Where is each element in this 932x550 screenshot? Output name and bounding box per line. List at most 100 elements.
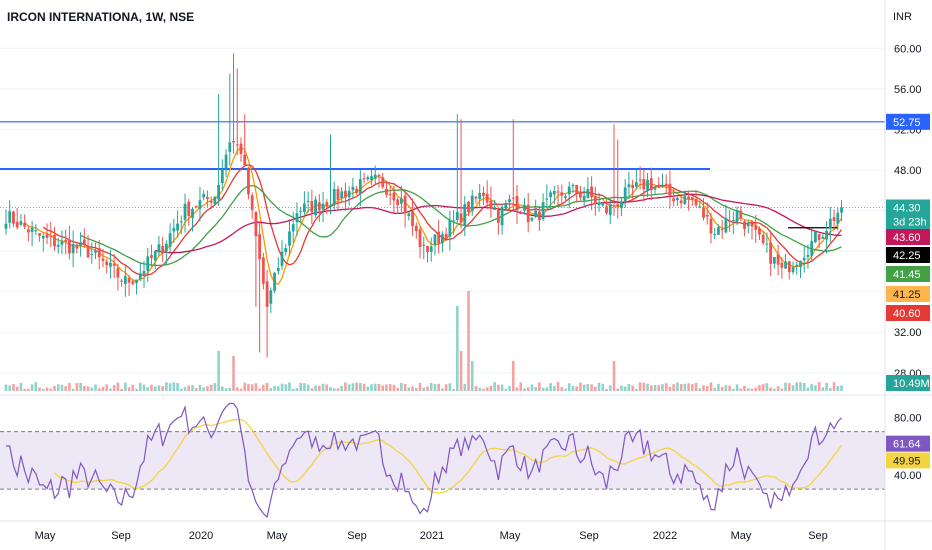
volume-bar <box>362 383 366 391</box>
candle-body <box>4 223 8 229</box>
candle-body <box>187 201 191 216</box>
horizontal-levels[interactable] <box>0 121 885 208</box>
candle-body <box>657 184 661 188</box>
candle-body <box>713 234 717 236</box>
volume-bar <box>594 386 597 391</box>
candle-body <box>224 154 228 169</box>
volume-bar <box>840 385 843 391</box>
candle-body <box>295 213 299 223</box>
candle-body <box>817 234 821 240</box>
candle-body <box>784 261 787 269</box>
volume-bar <box>4 384 8 391</box>
candle-body <box>683 196 687 205</box>
rsi-ma-value-label-text: 49.95 <box>893 455 921 467</box>
x-tick-label: May <box>731 530 752 542</box>
volume-bar <box>373 383 377 391</box>
candle-body <box>482 192 485 197</box>
candle-body <box>590 186 594 198</box>
volume-bar <box>150 384 153 391</box>
x-tick-label: Sep <box>579 530 599 542</box>
ma-label-bg <box>886 266 930 282</box>
volume-bar <box>649 385 653 391</box>
volume-bar <box>202 387 205 391</box>
candle-body <box>235 144 239 146</box>
candle-body <box>135 279 138 284</box>
ma-label-text: 42.25 <box>893 250 921 262</box>
volume-bar <box>802 383 806 391</box>
candle-body <box>515 195 519 211</box>
candle-body <box>761 234 765 244</box>
ma-label-text: 43.60 <box>893 232 921 244</box>
candlesticks <box>4 53 843 358</box>
volume-label: 10.49M <box>886 375 930 391</box>
volume-bar <box>303 383 306 391</box>
candle-body <box>735 209 739 223</box>
x-tick-label: Sep <box>808 530 828 542</box>
volume-bar <box>683 383 687 391</box>
volume-bar <box>586 384 590 391</box>
candle-body <box>288 231 291 246</box>
volume-bar <box>497 384 500 391</box>
candle-body <box>623 187 627 203</box>
volume-bar <box>508 386 511 391</box>
volume-bar <box>329 387 332 391</box>
volume-bar <box>49 388 53 391</box>
level-price-label-bg <box>886 113 930 130</box>
volume-bar <box>829 387 832 391</box>
candle-body <box>814 231 817 243</box>
candle-body <box>694 198 698 206</box>
candle-body <box>198 200 202 209</box>
volume-bar <box>567 383 571 391</box>
candle-body <box>75 244 79 249</box>
candle-body <box>41 235 45 239</box>
volume-bar <box>564 388 567 391</box>
volume-bar <box>187 385 191 391</box>
candle-body <box>325 202 329 207</box>
candle-body <box>194 206 198 208</box>
candle-body <box>351 186 355 191</box>
candle-body <box>411 211 414 226</box>
volume-bar <box>612 361 616 391</box>
volume-bar <box>620 385 623 391</box>
moving-average-line <box>24 146 843 286</box>
candle-body <box>772 256 776 264</box>
volume-bar <box>605 388 608 391</box>
candle-body <box>403 195 407 214</box>
volume-bar <box>791 385 795 391</box>
volume-bar <box>758 385 761 391</box>
volume-bar <box>415 388 418 391</box>
volume-bar <box>262 384 265 391</box>
candle-body <box>422 244 426 246</box>
candle-body <box>399 198 403 204</box>
volume-bar <box>396 387 399 391</box>
candle-body <box>314 199 317 215</box>
rsi-band <box>0 431 885 490</box>
volume-bar <box>530 384 534 391</box>
volume-bar <box>213 383 217 391</box>
candle-body <box>243 154 247 166</box>
volume-bar <box>318 385 321 391</box>
candle-body <box>474 196 478 199</box>
candle-body <box>787 261 791 273</box>
candle-body <box>82 239 86 246</box>
candle-body <box>209 201 213 203</box>
volume-bar <box>769 387 772 391</box>
candle-body <box>321 203 325 210</box>
volume-bar <box>325 384 329 391</box>
candle-body <box>754 225 758 230</box>
candle-body <box>750 221 754 227</box>
candle-body <box>377 174 381 176</box>
volume-bar <box>403 383 407 391</box>
candle-body <box>679 200 683 204</box>
volume-bar <box>661 384 664 391</box>
volume-bar <box>429 382 433 391</box>
candle-body <box>157 244 161 253</box>
candle-body <box>556 191 560 193</box>
candle-body <box>470 195 474 212</box>
volume-label-bg <box>886 375 930 391</box>
candle-body <box>601 203 605 206</box>
volume-bar <box>836 386 840 391</box>
candle-body <box>597 202 601 206</box>
volume-bar <box>444 384 448 391</box>
